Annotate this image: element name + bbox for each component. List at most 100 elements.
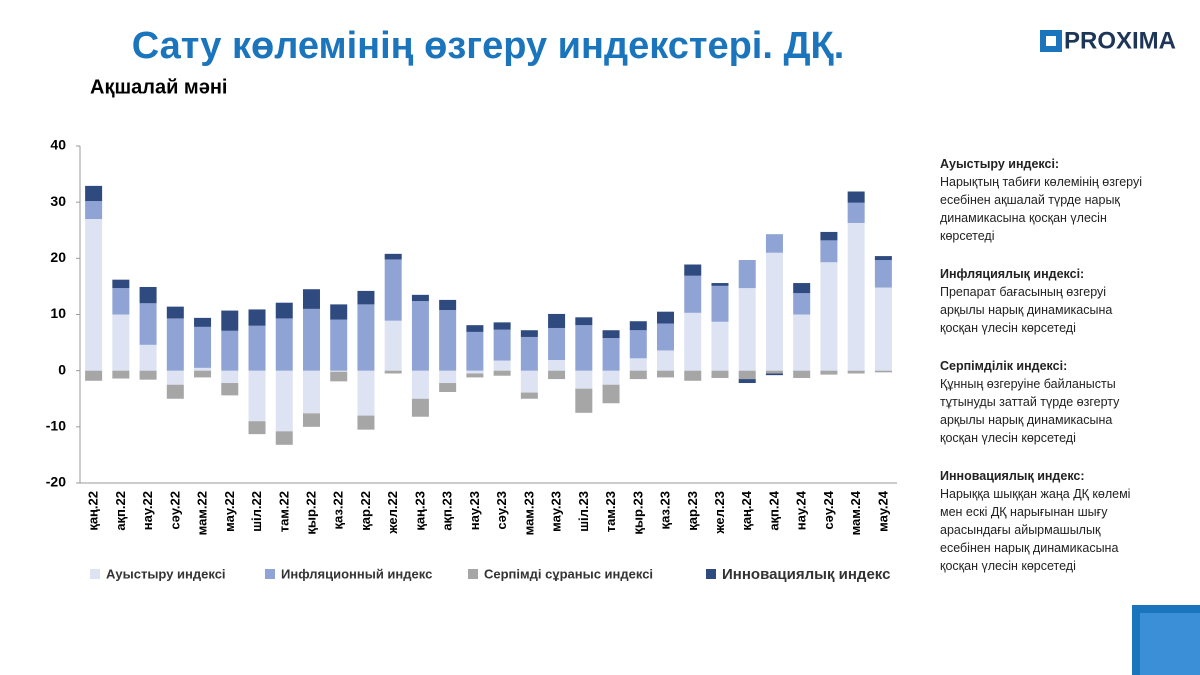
bar-segment — [874, 287, 892, 371]
bar-segment — [194, 317, 212, 327]
bar-segment — [847, 191, 865, 203]
x-tick-label: нау.24 — [794, 490, 809, 530]
bar-segment — [493, 360, 511, 371]
bar-segment — [602, 384, 620, 404]
bar-segment — [738, 260, 756, 289]
bar-segment — [793, 314, 811, 371]
x-tick-label: қыр.22 — [303, 491, 318, 535]
bar-segment — [629, 321, 647, 331]
bar-segment — [330, 304, 348, 320]
x-tick-label: қаң.23 — [412, 491, 427, 531]
x-tick-label: шіл.23 — [576, 491, 591, 532]
bar-segment — [765, 252, 783, 371]
bar-segment — [85, 370, 103, 381]
legend-label: Инновациялық индекс — [722, 566, 890, 583]
note-title: Инфляциялық индексі: — [940, 267, 1085, 281]
x-tick-label: жел.23 — [712, 491, 727, 535]
bar-segment — [793, 283, 811, 294]
bar-segment — [302, 370, 320, 414]
bar-segment — [330, 370, 348, 372]
x-tick-label: нау.22 — [140, 491, 155, 530]
bar-segment — [847, 222, 865, 371]
bar-segment — [302, 308, 320, 371]
legend-swatch — [265, 569, 275, 579]
bar-segment — [820, 262, 838, 371]
x-tick-label: мам.23 — [521, 491, 536, 535]
bar-segment — [493, 322, 511, 330]
bar-segment — [629, 370, 647, 380]
x-tick-label: ақп.24 — [766, 490, 781, 530]
bar-segment — [221, 310, 239, 331]
bar-segment — [548, 370, 566, 380]
x-tick-label: шіл.22 — [249, 491, 264, 532]
bar-segment — [684, 370, 702, 381]
bar-segment — [275, 370, 293, 432]
bar-segment — [575, 388, 593, 413]
bar-segment — [520, 392, 538, 399]
y-tick-label: 30 — [50, 193, 66, 209]
notes: Ауыстыру индексі: Нарықтың табиғи көлемін… — [940, 155, 1145, 595]
bar-segment — [820, 231, 838, 241]
x-tick-label: жел.22 — [385, 491, 400, 535]
x-tick-label: қыр.23 — [630, 491, 645, 535]
bar-segment — [629, 330, 647, 359]
y-tick-label: 0 — [58, 361, 66, 377]
x-tick-label: сәу.22 — [167, 491, 182, 530]
bar-segment — [166, 306, 184, 319]
chart-subtitle: Ақшалай мәні — [90, 76, 227, 98]
bar-segment — [602, 338, 620, 371]
bar-segment — [602, 370, 620, 385]
x-tick-label: сәу.24 — [821, 490, 836, 529]
bar-segment — [657, 350, 675, 371]
bar-segment — [711, 283, 729, 286]
bar-segment — [575, 317, 593, 326]
bar-segment — [302, 289, 320, 309]
bar-segment — [684, 312, 702, 371]
x-tick-label: мау.22 — [222, 491, 237, 532]
legend-label: Инфляционный индекс — [281, 566, 432, 581]
note-text: Нарықтың табиғи көлемінің өзгеруі есебін… — [940, 175, 1143, 243]
bar-segment — [874, 260, 892, 288]
bar-segment — [493, 329, 511, 361]
bar-segment — [112, 370, 130, 379]
note-text: Нарыққа шыққан жаңа ДҚ көлемі мен ескі Д… — [940, 487, 1131, 573]
bar-segment — [847, 202, 865, 223]
bar-segment — [139, 344, 157, 371]
x-tick-label: мау.23 — [549, 491, 564, 532]
bar-segment — [384, 259, 402, 321]
bar-segment — [874, 370, 892, 373]
bar-segment — [302, 413, 320, 427]
bar-segment — [575, 325, 593, 371]
bar-segment — [248, 309, 266, 326]
bar-segment — [166, 370, 184, 385]
bar-segment — [874, 256, 892, 261]
bar-segment — [411, 370, 429, 399]
bar-segment — [466, 325, 484, 332]
bar-segment — [657, 311, 675, 324]
bar-segment — [738, 379, 756, 384]
bar-segment — [248, 370, 266, 422]
y-tick-label: -20 — [46, 474, 66, 490]
bar-segment — [520, 330, 538, 337]
bar-segment — [765, 373, 783, 376]
note-text: Құнның өзгеруіне байланысты тұтынуды зат… — [940, 377, 1120, 445]
x-tick-label: ақп.23 — [440, 491, 455, 531]
x-tick-label: қаз.22 — [331, 491, 346, 529]
bar-segment — [548, 313, 566, 328]
bar-segment — [411, 398, 429, 417]
bar-segment — [275, 302, 293, 319]
bar-segment — [493, 370, 511, 376]
bar-segment — [221, 383, 239, 396]
y-tick-label: 40 — [50, 137, 66, 153]
bar-segment — [793, 370, 811, 378]
bar-segment — [466, 331, 484, 371]
bar-segment — [357, 290, 375, 305]
bar-segment — [439, 370, 457, 384]
x-tick-label: қар.23 — [685, 491, 700, 531]
bar-segment — [330, 371, 348, 382]
bar-segment — [711, 285, 729, 322]
note-title: Ауыстыру индексі: — [940, 157, 1060, 171]
x-tick-label: мам.22 — [195, 491, 210, 535]
note-title: Серпімділік индексі: — [940, 359, 1068, 373]
